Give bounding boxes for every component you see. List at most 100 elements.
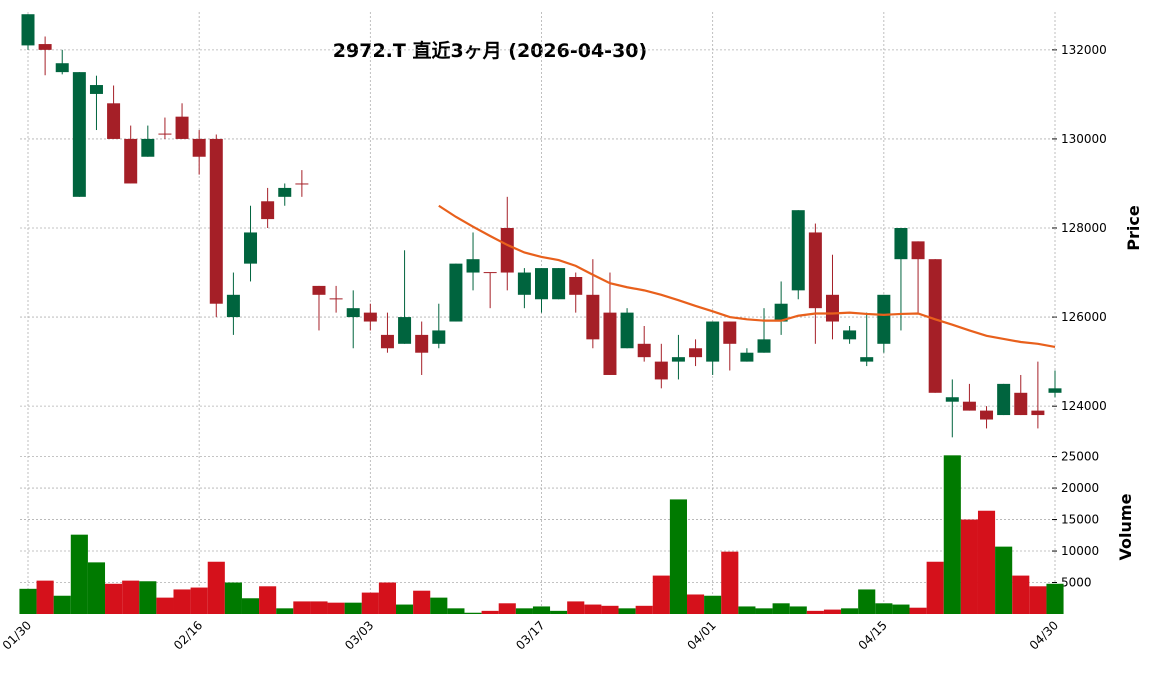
candle-body	[860, 357, 874, 362]
candle-body	[483, 272, 497, 274]
y-tick-label: 130000	[1061, 132, 1107, 146]
candle-body	[158, 133, 172, 135]
candle-body	[329, 298, 343, 300]
candle-body	[671, 357, 685, 362]
volume-bar	[378, 582, 397, 614]
y2-tick-label: 15000	[1061, 513, 1099, 527]
x-tick-label: 03/03	[342, 618, 376, 652]
volume-bar	[344, 602, 362, 614]
candle-body	[689, 348, 703, 358]
volume-bar	[447, 608, 465, 614]
volume-bar	[618, 608, 636, 614]
candle-body	[945, 397, 959, 402]
volume-bar	[1012, 575, 1030, 614]
candle-body	[38, 44, 52, 50]
candle-body	[620, 312, 634, 349]
y-tick-label: 132000	[1061, 43, 1107, 57]
volume-bar	[738, 606, 756, 614]
volume-bar	[721, 551, 739, 614]
volume-bar	[190, 587, 208, 614]
candle-body	[962, 401, 976, 411]
volume-bar	[669, 499, 687, 614]
candle-body	[997, 383, 1011, 416]
candle-body	[1048, 388, 1062, 393]
y2-tick-label: 25000	[1061, 450, 1099, 464]
volume-bar	[841, 608, 859, 614]
candle-body	[432, 330, 446, 344]
candle-body	[774, 303, 788, 322]
volume-bar	[122, 580, 140, 614]
candle-body	[500, 228, 514, 273]
candle-body	[637, 343, 651, 358]
candle-body	[706, 321, 720, 362]
y2-axis-label: Volume	[1116, 493, 1135, 560]
volume-bar	[498, 603, 516, 614]
candle-body	[894, 228, 908, 260]
volume-bar	[36, 580, 54, 614]
volume-bar	[995, 546, 1013, 614]
candle-body	[261, 201, 275, 220]
candle-body	[209, 138, 223, 304]
volume-bar	[635, 605, 653, 614]
candle-body	[192, 138, 206, 157]
candle-body	[723, 321, 737, 344]
volume-bar	[396, 604, 414, 614]
candle-body	[72, 72, 86, 197]
candle-body	[757, 339, 771, 353]
candle-body	[517, 272, 531, 295]
candle-body	[55, 63, 69, 73]
volume-bar	[87, 562, 106, 614]
y-tick-label: 126000	[1061, 310, 1107, 324]
candle-body	[791, 210, 805, 291]
candle-body	[843, 330, 857, 340]
volume-bar	[584, 604, 602, 614]
volume-bar	[550, 610, 568, 614]
volume-bar	[105, 583, 123, 614]
volume-bar	[173, 589, 191, 614]
volume-bar	[464, 612, 482, 614]
candle-body	[569, 276, 583, 295]
volume-bar	[19, 588, 37, 614]
volume-bar	[926, 561, 944, 614]
candle-body	[89, 85, 103, 94]
y-tick-label: 128000	[1061, 221, 1107, 235]
candle-body	[141, 138, 155, 157]
candle-body	[808, 232, 822, 309]
volume-bar	[310, 601, 328, 614]
y2-tick-label: 5000	[1061, 576, 1092, 590]
volume-bar	[276, 608, 294, 614]
candle-body	[295, 183, 309, 185]
candle-body	[278, 187, 292, 197]
y-tick-label: 124000	[1061, 399, 1107, 413]
volume-bar	[567, 601, 585, 614]
x-tick-label: 01/30	[0, 618, 34, 652]
volume-bar	[875, 603, 893, 614]
x-tick-label: 04/01	[684, 618, 718, 652]
volume-bar	[259, 586, 277, 614]
volume-bar	[755, 608, 773, 614]
volume-bar	[772, 603, 790, 614]
volume-bar	[70, 534, 88, 614]
volume-bar	[686, 594, 705, 614]
x-tick-label: 04/15	[856, 618, 890, 652]
volume-bar	[892, 604, 910, 614]
candle-body	[877, 294, 891, 344]
volume-bar	[241, 598, 260, 614]
volume-bar	[515, 608, 533, 614]
volume-bar	[789, 606, 807, 614]
volume-bar	[960, 519, 978, 614]
candle-body	[654, 361, 668, 380]
candle-body	[415, 334, 429, 353]
candle-body	[175, 116, 189, 139]
candle-body	[346, 308, 360, 318]
candle-body	[107, 103, 121, 139]
volume-bar	[293, 601, 311, 614]
volume-bar	[652, 575, 670, 614]
volume-bar	[361, 592, 379, 614]
candle-body	[535, 268, 548, 300]
volume-bar	[858, 589, 876, 614]
chart-title: 2972.T 直近3ヶ月 (2026-04-30)	[333, 39, 647, 62]
candle-body	[226, 294, 240, 318]
moving-average-line	[438, 204, 1056, 349]
volume-bar	[481, 610, 499, 614]
